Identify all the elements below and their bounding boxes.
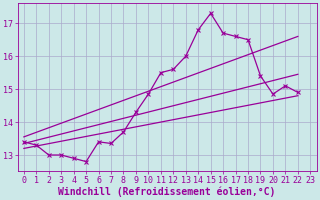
X-axis label: Windchill (Refroidissement éolien,°C): Windchill (Refroidissement éolien,°C) bbox=[58, 186, 276, 197]
